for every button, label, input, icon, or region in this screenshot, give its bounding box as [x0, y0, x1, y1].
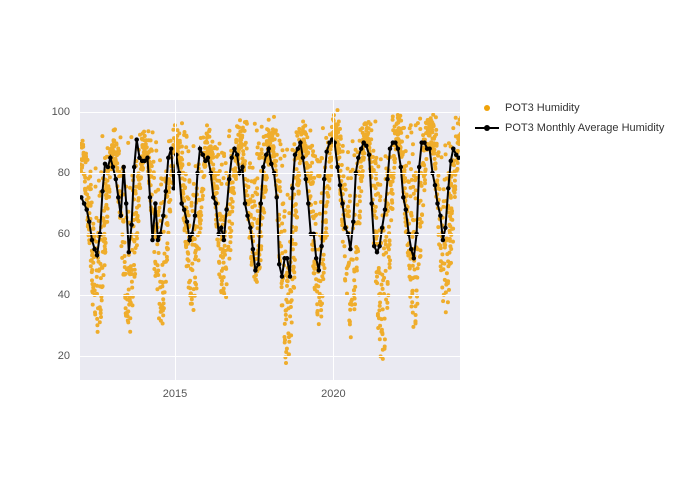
y-tick-label: 100 — [52, 106, 70, 118]
gridline-horizontal — [80, 356, 460, 357]
y-tick-label: 80 — [58, 167, 70, 179]
gridline-vertical — [333, 100, 334, 380]
x-tick-label: 2015 — [163, 388, 187, 400]
gridline-vertical — [175, 100, 176, 380]
legend-marker-line-icon — [475, 120, 499, 136]
chart-svg — [80, 100, 460, 380]
gridline-horizontal — [80, 112, 460, 113]
legend-item-line: POT3 Monthly Average Humidity — [475, 120, 664, 136]
x-tick-label: 2020 — [321, 388, 345, 400]
y-tick-label: 20 — [58, 350, 70, 362]
gridline-horizontal — [80, 173, 460, 174]
y-tick-label: 60 — [58, 228, 70, 240]
gridline-horizontal — [80, 295, 460, 296]
plot-area — [80, 100, 460, 380]
gridline-horizontal — [80, 234, 460, 235]
legend-label-line: POT3 Monthly Average Humidity — [505, 122, 664, 134]
chart-legend: POT3 Humidity POT3 Monthly Average Humid… — [475, 100, 664, 140]
y-tick-label: 40 — [58, 289, 70, 301]
legend-marker-dot-icon — [475, 100, 499, 116]
legend-label-scatter: POT3 Humidity — [505, 102, 580, 114]
humidity-chart: 2040608010020152020 — [80, 100, 460, 380]
legend-item-scatter: POT3 Humidity — [475, 100, 664, 116]
